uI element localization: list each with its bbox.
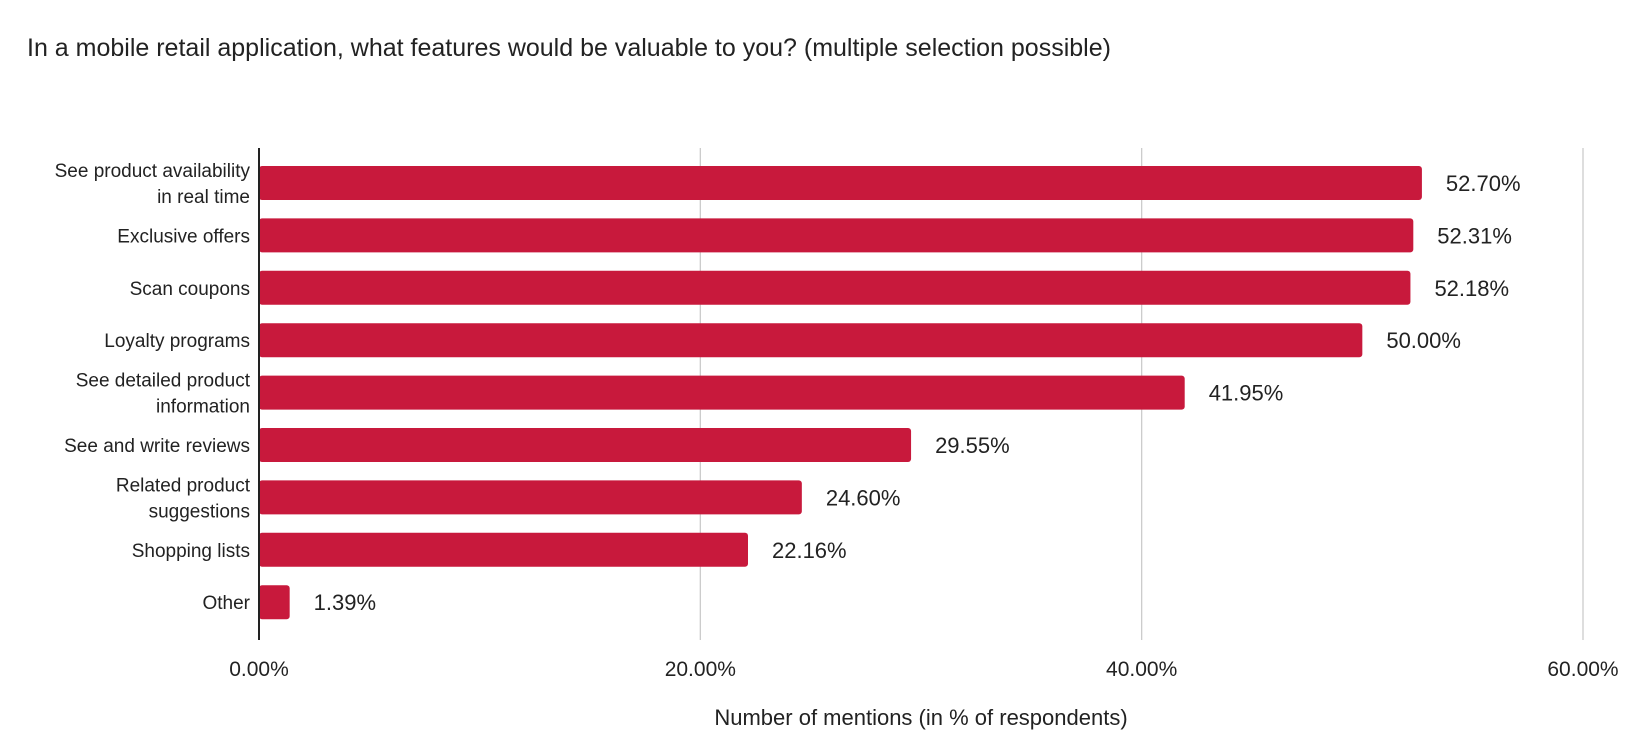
category-label: See detailed product (76, 371, 251, 392)
category-label: Exclusive offers (117, 226, 250, 247)
bar (259, 480, 802, 515)
bar (259, 532, 748, 567)
data-label: 52.70% (1446, 171, 1521, 196)
bar (259, 428, 912, 462)
category-label: Related product (116, 475, 251, 496)
x-tick-label: 60.00% (1547, 658, 1618, 681)
data-label: 50.00% (1386, 328, 1461, 353)
category-label: suggestions (149, 501, 250, 522)
bar (259, 323, 1363, 358)
category-label: Shopping lists (132, 541, 250, 562)
bar-layer (259, 166, 1422, 620)
category-label: Scan coupons (130, 279, 250, 300)
data-label: 1.39% (314, 590, 376, 615)
x-tick-label: 0.00% (229, 658, 289, 681)
data-label: 41.95% (1209, 381, 1284, 406)
data-label: 22.16% (772, 538, 847, 563)
data-label: 52.18% (1434, 276, 1509, 301)
x-axis-title: Number of mentions (in % of respondents) (714, 705, 1127, 730)
category-label: Other (202, 593, 250, 614)
x-tick-label: 20.00% (665, 658, 736, 681)
data-label: 52.31% (1437, 223, 1512, 248)
x-tick-label: 40.00% (1106, 658, 1177, 681)
category-label: Loyalty programs (104, 331, 250, 352)
category-label: See product availability (55, 161, 251, 182)
label-layer: 0.00% 20.00% 40.00% 60.00% 52.70% See product… (55, 161, 1619, 681)
bar (259, 218, 1414, 253)
category-label: information (156, 397, 250, 418)
category-label: in real time (157, 187, 250, 208)
bar (259, 166, 1422, 200)
bar (259, 585, 290, 620)
bar (259, 270, 1411, 305)
category-label: See and write reviews (64, 436, 250, 457)
data-label: 29.55% (935, 433, 1010, 458)
data-label: 24.60% (826, 485, 901, 510)
chart-title: In a mobile retail application, what fea… (27, 34, 1111, 62)
bar (259, 375, 1185, 410)
